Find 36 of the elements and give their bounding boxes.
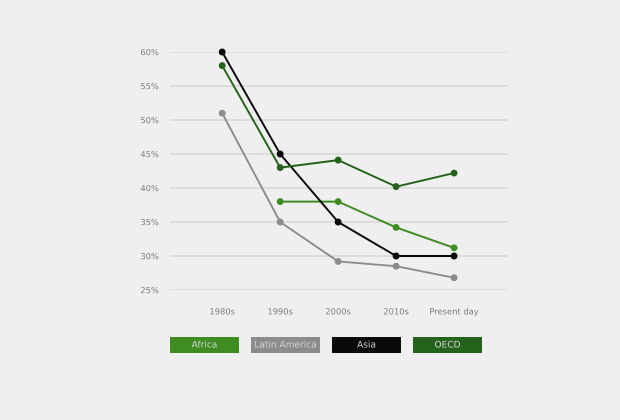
point xyxy=(218,110,226,117)
x-tick-label: 1990s xyxy=(268,308,293,315)
point xyxy=(334,218,342,226)
point xyxy=(450,244,458,252)
point xyxy=(334,258,342,265)
y-tick-label: 35% xyxy=(141,218,158,226)
point xyxy=(392,183,400,190)
x-tick-label: Present day xyxy=(430,308,478,316)
x-tick-label: 2010s xyxy=(384,308,408,315)
text: Asia xyxy=(357,340,376,348)
y-tick-label: 55% xyxy=(141,82,158,90)
text: OECD xyxy=(434,340,460,348)
point xyxy=(218,62,226,70)
y-tick-label: 50% xyxy=(141,116,158,124)
point xyxy=(334,198,342,206)
point xyxy=(450,252,458,260)
y-tick-label: 30% xyxy=(141,252,158,260)
point xyxy=(276,198,284,206)
text: Latin America xyxy=(255,340,316,348)
x-tick-label: 1980s xyxy=(210,308,235,315)
point xyxy=(218,48,226,56)
point xyxy=(392,262,400,270)
point xyxy=(334,156,342,164)
text: Africa xyxy=(192,340,217,348)
x-tick-label: 2000s xyxy=(326,308,350,315)
y-tick-label: 45% xyxy=(140,150,158,158)
point xyxy=(276,150,284,158)
point xyxy=(276,218,284,226)
point xyxy=(392,224,400,231)
point xyxy=(450,274,458,282)
y-tick-label: 60% xyxy=(140,48,158,56)
point xyxy=(450,170,458,177)
point xyxy=(276,164,284,172)
y-tick-label: 40% xyxy=(140,184,158,192)
y-tick-label: 25% xyxy=(140,286,158,294)
point xyxy=(392,252,400,260)
